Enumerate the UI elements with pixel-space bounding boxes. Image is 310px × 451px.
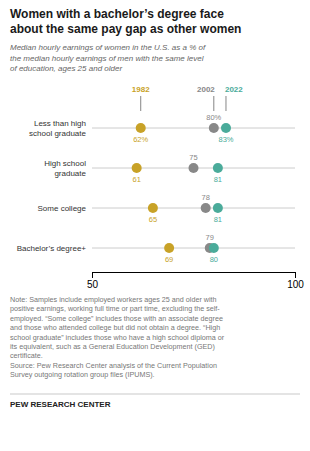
chart-svg: Women with a bachelor’s degree faceabout… [0, 0, 310, 451]
text-line: the median hourly earnings of men with t… [10, 54, 204, 63]
x-tick: 100 [287, 272, 304, 290]
dot [209, 243, 219, 253]
dot [164, 243, 174, 253]
data-label: 83% [218, 135, 233, 144]
separator [10, 394, 300, 395]
dot-series [132, 123, 174, 253]
text-line: about the same pay gap as other women [10, 22, 241, 36]
dot-series [189, 123, 219, 253]
data-label: 80 [210, 255, 218, 264]
text-line: Note: Samples include employed workers a… [10, 295, 217, 304]
year-leader [225, 96, 226, 111]
dot [189, 163, 199, 173]
text-line: Women with a bachelor’s degree face [10, 7, 224, 21]
text-line: positive earnings, working full time or … [10, 304, 220, 313]
dot [148, 203, 158, 213]
x-tick-label: 50 [87, 279, 99, 290]
x-axis: 50 100 [87, 272, 304, 290]
dot [136, 123, 146, 133]
text-line: employed. “Some college” includes those … [10, 314, 223, 323]
data-label: 81 [214, 175, 222, 184]
text-line: of education, ages 25 and older [10, 64, 122, 73]
data-label: 79 [206, 233, 214, 242]
dot [213, 163, 223, 173]
dot [221, 123, 231, 133]
year-label: 1982 [132, 85, 150, 94]
dot [201, 203, 211, 213]
category-label: High schoolgraduate [44, 159, 86, 178]
x-tick: 50 [87, 272, 99, 290]
dot [132, 163, 142, 173]
text-line: Less than high [34, 119, 86, 128]
category-label: Bachelor’s degree+ [17, 244, 87, 253]
category-label: Some college [38, 204, 87, 213]
branding: PEW RESEARCH CENTER [10, 400, 111, 409]
text-line: its equivalent, such as a General Educat… [10, 342, 215, 351]
data-label: 69 [165, 255, 173, 264]
text-line: Bachelor’s degree+ [17, 244, 87, 253]
year-label: 2022 [225, 85, 243, 94]
row-line [92, 248, 295, 249]
text-line: certificate. [10, 351, 43, 360]
data-label: 78 [202, 193, 210, 202]
title: Women with a bachelor’s degree faceabout… [10, 7, 241, 36]
chart-container: Women with a bachelor’s degree faceabout… [0, 0, 310, 451]
data-label: 81 [214, 215, 222, 224]
data-label: 62% [133, 135, 148, 144]
x-axis-line [93, 273, 296, 279]
row-line [92, 128, 295, 129]
text-line: school graduate” includes those who have… [10, 333, 225, 342]
text-line: High school [44, 159, 86, 168]
year-leader [213, 96, 214, 111]
text-line: graduate [54, 169, 86, 178]
text-line: school graduate [29, 129, 86, 138]
data-label: 75 [189, 153, 197, 162]
row-line [92, 208, 295, 209]
data-label: 80% [206, 113, 221, 122]
text-line: Source: Pew Research Center analysis of … [10, 361, 217, 370]
category-label: Less than highschool graduate [29, 119, 86, 138]
data-label: 65 [149, 215, 157, 224]
dot [213, 203, 223, 213]
text-line: Survey outgoing rotation group files (IP… [10, 370, 155, 379]
x-tick-mark [92, 272, 93, 278]
subtitle: Median hourly earnings of women in the U… [10, 43, 206, 73]
year-leader [140, 96, 141, 111]
note: Note: Samples include employed workers a… [10, 295, 225, 379]
year-label: 2002 [197, 85, 215, 94]
x-tick-label: 100 [287, 279, 304, 290]
x-tick-mark [295, 272, 296, 278]
text-line: Median hourly earnings of women in the U… [10, 43, 206, 52]
text-line: Some college [38, 204, 87, 213]
dot [209, 123, 219, 133]
plot-area [92, 96, 295, 253]
text-line: and those who attended college but did n… [10, 323, 220, 332]
text-line: PEW RESEARCH CENTER [10, 400, 111, 409]
data-label: 61 [132, 175, 140, 184]
